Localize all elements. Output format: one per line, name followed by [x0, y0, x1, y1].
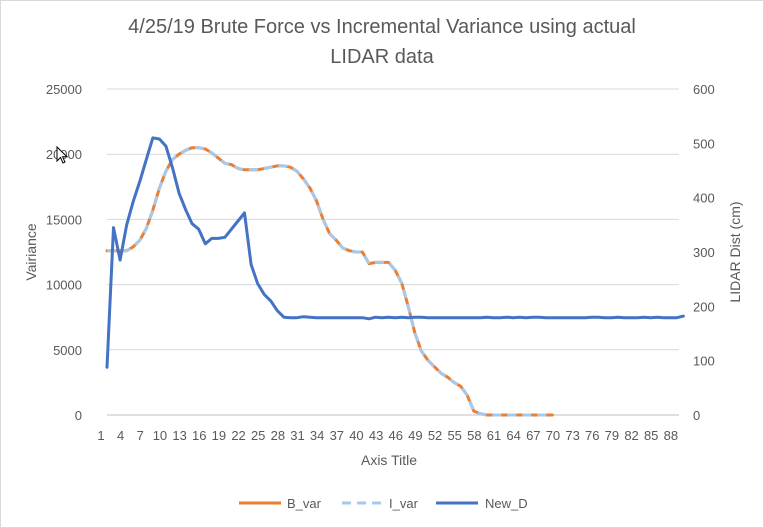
y-tick-label: 15000	[46, 212, 82, 227]
series-line-i-var	[107, 146, 553, 417]
x-tick-label: 76	[585, 428, 599, 443]
x-tick-label: 67	[526, 428, 540, 443]
x-tick-label: 88	[664, 428, 678, 443]
x-tick-label: 43	[369, 428, 383, 443]
gridlines	[107, 88, 679, 416]
x-tick-label: 73	[565, 428, 579, 443]
chart-title-line-2: LIDAR data	[330, 46, 434, 68]
y2-axis-title: LIDAR Dist (cm)	[727, 201, 743, 302]
y2-tick-label: 200	[693, 299, 715, 314]
x-tick-label: 4	[117, 428, 124, 443]
x-tick-label: 64	[506, 428, 520, 443]
x-tick-label: 70	[546, 428, 560, 443]
chart-title-line-1: 4/25/19 Brute Force vs Incremental Varia…	[128, 16, 636, 38]
y-tick-label: 5000	[53, 343, 82, 358]
right-axis-ticks: 0 100 200 300 400 500 600	[693, 82, 715, 423]
x-tick-label: 85	[644, 428, 658, 443]
y2-tick-label: 600	[693, 82, 715, 97]
x-tick-label: 40	[349, 428, 363, 443]
legend: B_var I_var New_D	[239, 496, 528, 511]
left-axis-ticks: 0500010000150002000025000	[46, 82, 82, 423]
y-tick-label: 25000	[46, 82, 82, 97]
x-tick-label: 46	[389, 428, 403, 443]
legend-label-b-var: B_var	[287, 496, 322, 511]
x-axis-ticks: 1 4 7 10 13 16 19 22 25 28 31 34 37 40 43 46 49 52 55 58 61 6…	[97, 428, 678, 443]
x-tick-label: 7	[137, 428, 144, 443]
x-tick-label: 37	[330, 428, 344, 443]
x-tick-label: 19	[212, 428, 226, 443]
y2-tick-label: 0	[693, 408, 700, 423]
x-tick-label: 82	[624, 428, 638, 443]
x-tick-label: 58	[467, 428, 481, 443]
x-tick-label: 34	[310, 428, 324, 443]
y-tick-label: 0	[75, 408, 82, 423]
x-tick-label: 55	[447, 428, 461, 443]
x-tick-label: 22	[231, 428, 245, 443]
series-lines	[105, 136, 685, 417]
y2-tick-label: 500	[693, 136, 715, 151]
series-line-b-var	[105, 146, 554, 417]
legend-label-i-var: I_var	[389, 496, 419, 511]
y-tick-label: 10000	[46, 278, 82, 293]
x-tick-label: 49	[408, 428, 422, 443]
y-axis-title: Vairiance	[23, 223, 39, 281]
y2-tick-label: 300	[693, 245, 715, 260]
x-tick-label: 16	[192, 428, 206, 443]
x-tick-label: 79	[605, 428, 619, 443]
x-tick-label: 31	[290, 428, 304, 443]
legend-label-new-d: New_D	[485, 496, 528, 511]
x-tick-label: 52	[428, 428, 442, 443]
x-axis-title: Axis Title	[361, 452, 417, 468]
x-tick-label: 1	[97, 428, 104, 443]
mouse-cursor-icon	[56, 145, 69, 164]
x-tick-label: 10	[153, 428, 167, 443]
series-line-new-d	[105, 136, 685, 369]
x-tick-label: 61	[487, 428, 501, 443]
x-tick-label: 13	[172, 428, 186, 443]
y2-tick-label: 100	[693, 354, 715, 369]
x-tick-label: 25	[251, 428, 265, 443]
x-tick-label: 28	[271, 428, 285, 443]
y2-tick-label: 400	[693, 191, 715, 206]
